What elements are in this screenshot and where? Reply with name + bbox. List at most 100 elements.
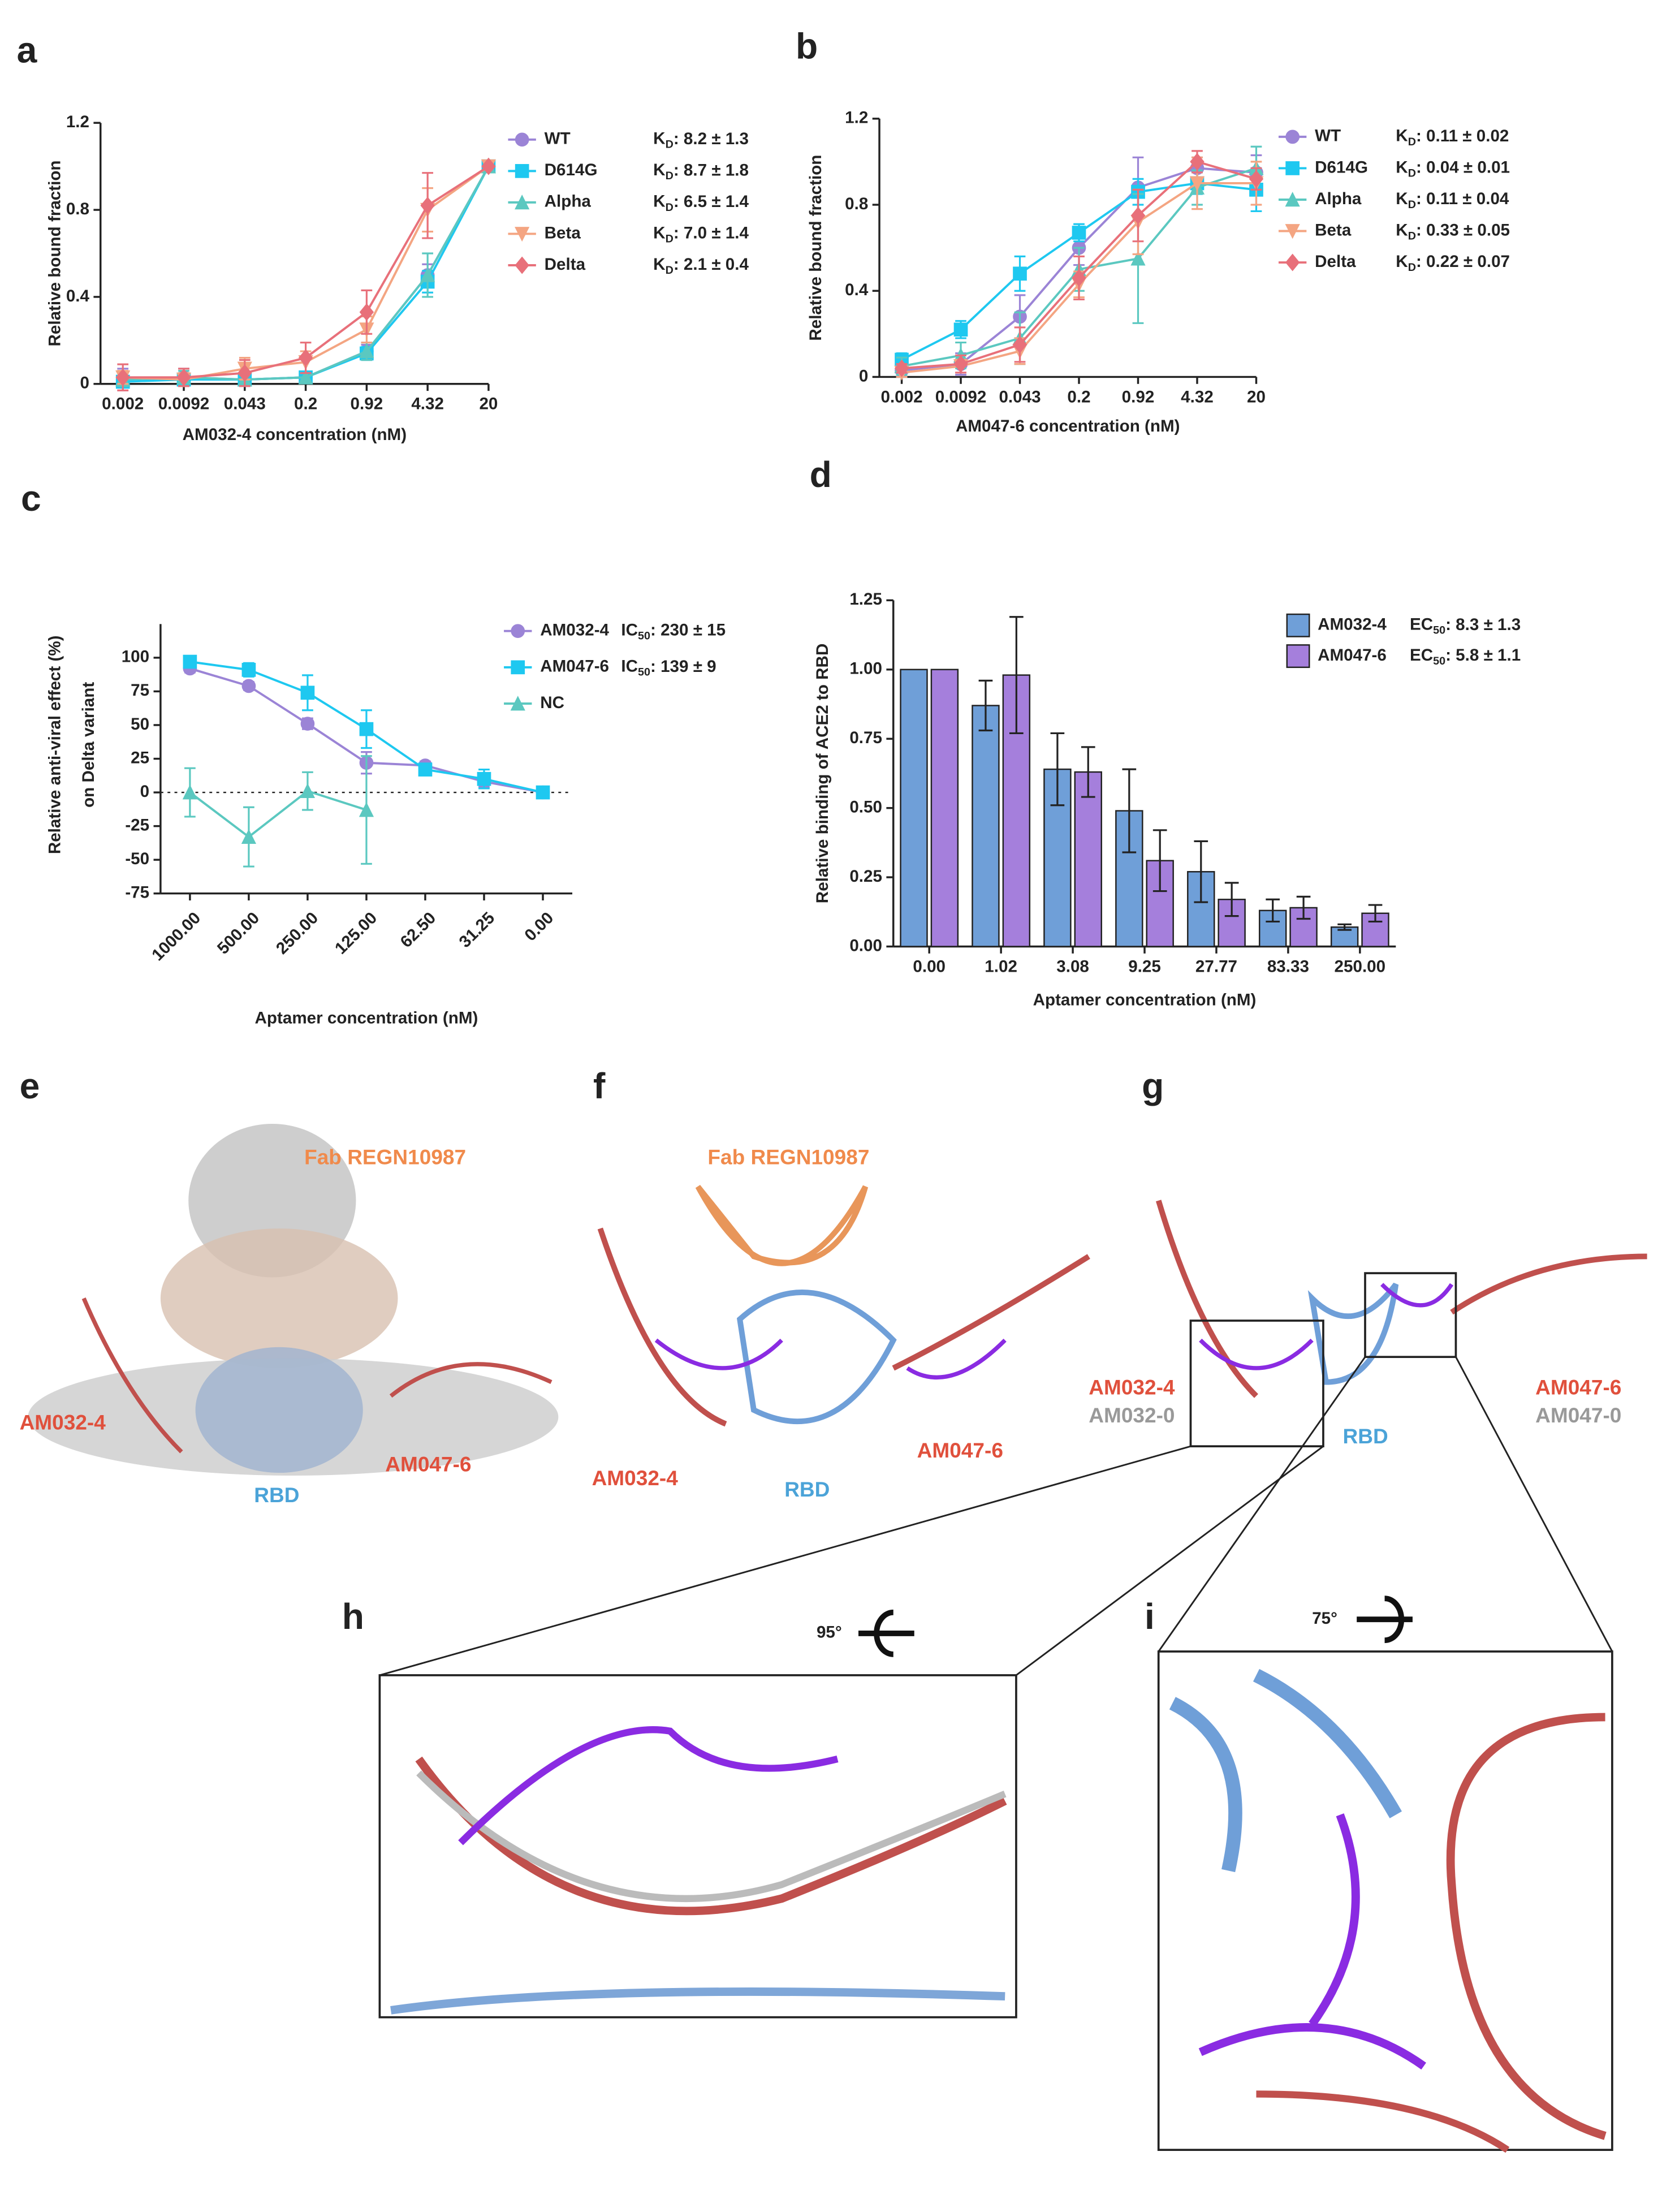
marker: [359, 343, 374, 359]
bar: [1115, 810, 1143, 947]
y-tick-label: 25: [131, 748, 149, 767]
legend-label: NC: [540, 693, 564, 712]
legend-marker: [511, 624, 525, 639]
y-axis-label: Relative bound fraction: [806, 155, 825, 341]
y-tick-label: -50: [125, 850, 149, 868]
error-bar: [1194, 840, 1208, 903]
bar: [900, 669, 928, 947]
legend-marker: [515, 227, 530, 242]
x-tick-label: 0.92: [1122, 387, 1155, 406]
legend-label: Beta: [545, 223, 581, 242]
legend-label: D614G: [545, 161, 598, 179]
marker: [1249, 170, 1264, 188]
rotation-label: 95°: [817, 1623, 842, 1642]
x-tick-label: 20: [1247, 387, 1266, 406]
marker: [359, 722, 374, 736]
legend-stat: EC50: 5.8 ± 1.1: [1410, 646, 1521, 667]
error-bar: [1122, 768, 1137, 853]
x-tick-label: 0.2: [294, 395, 317, 413]
x-tick-label: 0.92: [351, 395, 383, 413]
legend-label: WT: [1315, 127, 1341, 145]
aptamer-label: AM047-6: [917, 1438, 1003, 1462]
legend-stat: IC50: 230 ± 15: [621, 620, 726, 642]
aptamer-label: AM032-4: [20, 1410, 106, 1434]
x-tick-label: 0.002: [880, 387, 922, 406]
marker: [1012, 335, 1028, 353]
panel-label: c: [21, 478, 41, 519]
legend-marker: [511, 660, 525, 675]
x-tick-label: 0.2: [1067, 387, 1090, 406]
x-axis-label: AM047-6 concentration (nM): [956, 417, 1180, 435]
legend-label: D614G: [1315, 158, 1368, 176]
bar: [1258, 909, 1287, 947]
marker: [183, 654, 197, 669]
x-tick-label: 0.00: [913, 957, 946, 976]
marker: [1190, 153, 1205, 171]
legend-stat: KD: 0.22 ± 0.07: [1396, 252, 1510, 274]
legend-marker: [1285, 192, 1300, 207]
x-tick-label: 9.25: [1128, 957, 1161, 976]
x-axis-label: Aptamer concentration (nM): [1033, 991, 1257, 1010]
marker: [1130, 206, 1146, 225]
x-tick-label: 27.77: [1195, 957, 1237, 976]
x-tick-label: 62.50: [397, 908, 440, 951]
x-tick-label: 20: [479, 395, 498, 413]
aptamer-label: AM032-4: [592, 1466, 679, 1490]
legend-label: WT: [545, 130, 571, 148]
rbd-label: RBD: [784, 1477, 830, 1501]
y-axis-label: Relative bound fraction: [46, 160, 64, 346]
marker: [536, 785, 550, 800]
marker: [420, 196, 435, 214]
marker: [241, 679, 256, 693]
y-tick-label: 0.8: [66, 200, 89, 218]
error-bar: [1337, 923, 1352, 931]
x-tick-label: 1.02: [985, 957, 1017, 976]
marker: [359, 802, 374, 817]
error-bar: [1296, 895, 1311, 920]
x-tick-label: 250.00: [1335, 957, 1386, 976]
marker: [359, 303, 374, 321]
x-tick-label: 83.33: [1267, 957, 1309, 976]
marker: [953, 322, 968, 337]
y-tick-label: 1.25: [849, 590, 882, 609]
panel-label: d: [810, 454, 832, 495]
legend-stat: KD: 0.11 ± 0.02: [1396, 127, 1509, 148]
structure-i: i 75°: [1145, 1596, 1613, 2153]
y-tick-label: 0.4: [66, 287, 90, 305]
error-bar: [1266, 898, 1280, 923]
marker: [1072, 269, 1086, 287]
legend-stat: IC50: 139 ± 9: [621, 657, 716, 679]
marker: [481, 157, 496, 175]
error-bar: [1050, 732, 1065, 807]
marker: [115, 368, 130, 386]
error-bar: [1152, 829, 1167, 892]
error-bar: [1009, 616, 1024, 735]
y-tick-label: 50: [131, 715, 149, 734]
x-tick-label: 0.00: [521, 908, 557, 945]
y-axis-label: Relative anti-viral effect (%): [46, 635, 64, 854]
legend-swatch: [1286, 644, 1310, 669]
legend-marker: [1285, 253, 1300, 271]
rotation-label: 75°: [1312, 1609, 1337, 1628]
legend-label: Delta: [545, 255, 586, 274]
panel-label: f: [593, 1066, 606, 1106]
rbd-label: RBD: [1343, 1424, 1388, 1448]
x-tick-label: 3.08: [1056, 957, 1089, 976]
legend-marker: [1285, 161, 1300, 175]
marker: [182, 784, 197, 800]
series-line: [189, 790, 367, 839]
legend-stat: KD: 2.1 ± 0.4: [653, 255, 749, 277]
marker: [300, 685, 315, 700]
bar: [972, 705, 1000, 947]
y-tick-label: -75: [125, 883, 149, 902]
aptamer-label: AM047-6: [385, 1452, 471, 1476]
legend-stat: KD: 8.7 ± 1.8: [653, 161, 749, 182]
legend-label: Alpha: [1315, 189, 1362, 208]
panel-label: i: [1145, 1596, 1155, 1637]
y-tick-label: 0.50: [849, 797, 882, 816]
rbd-label: RBD: [254, 1483, 299, 1507]
structure-f: f Fab REGN10987 AM032-4 AM047-6 RBD: [592, 1066, 1090, 1501]
fab-label: Fab REGN10987: [707, 1145, 869, 1168]
marker: [241, 662, 256, 677]
y-tick-label: -25: [125, 816, 149, 834]
